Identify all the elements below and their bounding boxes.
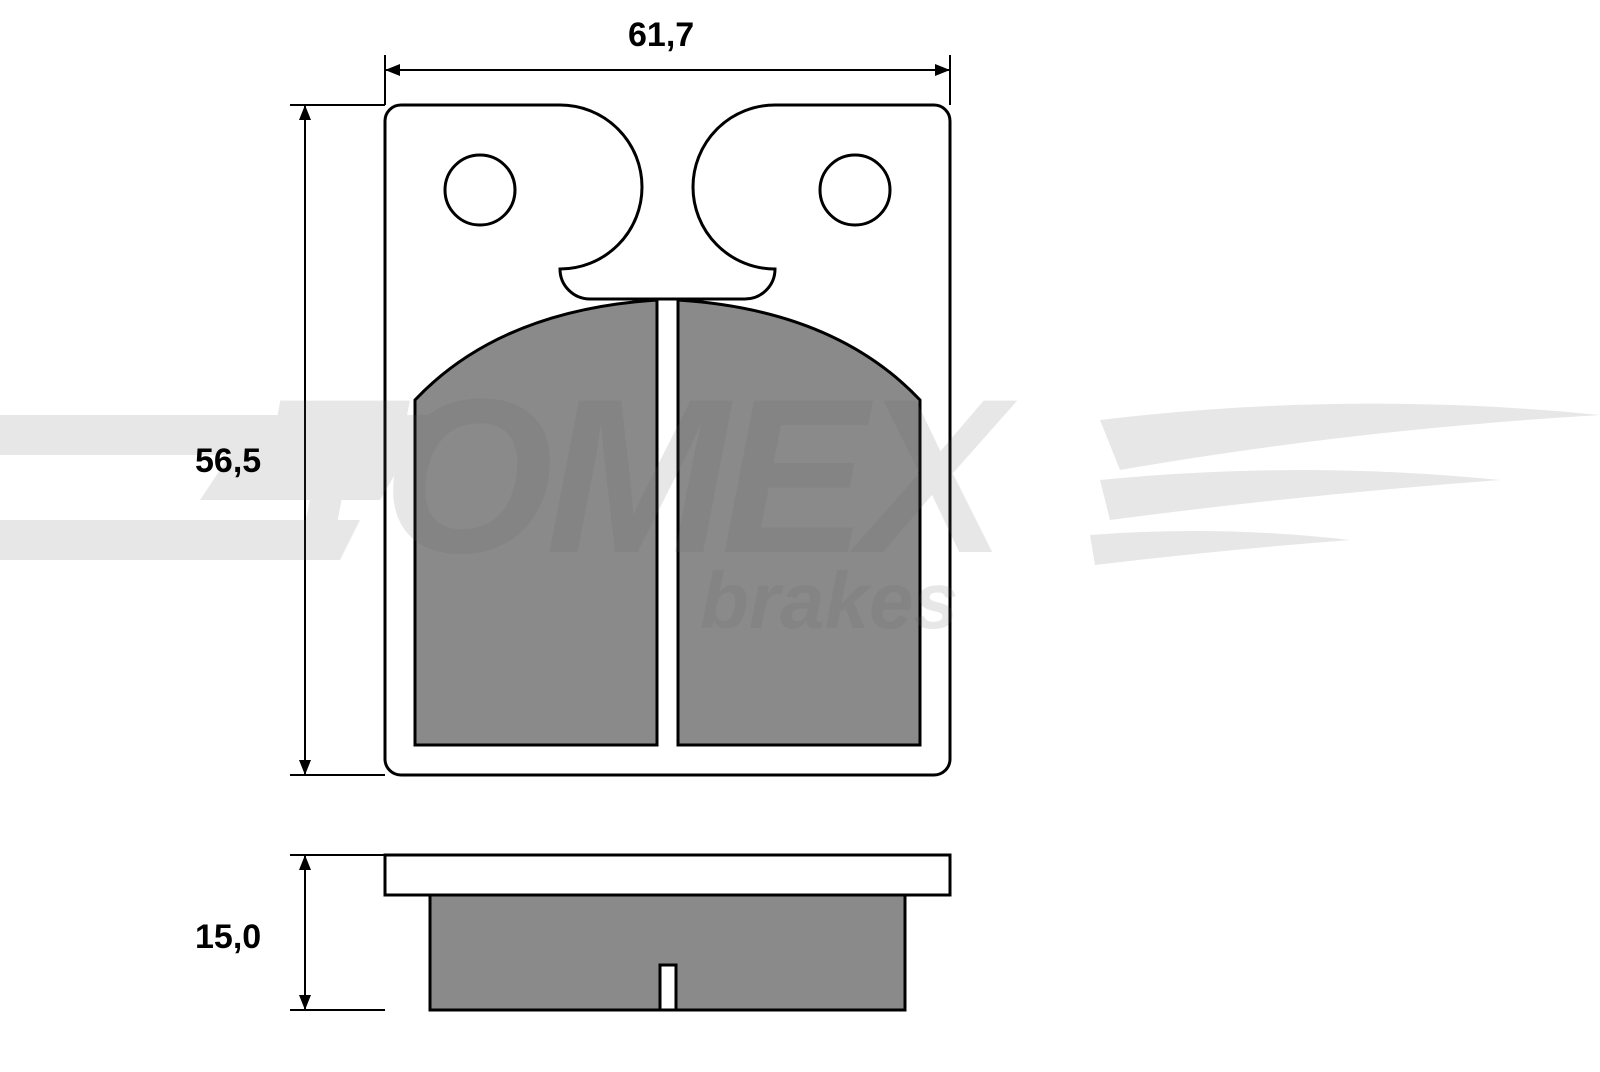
mounting-hole-left [445, 155, 515, 225]
dimension-height [290, 105, 385, 775]
technical-drawing: TOMEX brakes 61,7 56,5 15,0 [0, 0, 1600, 1067]
mounting-hole-right [820, 155, 890, 225]
drawing-svg [0, 0, 1600, 1067]
dimension-width [385, 55, 950, 105]
side-center-slot [660, 965, 676, 1010]
thickness-label: 15,0 [195, 918, 261, 957]
width-label: 61,7 [628, 16, 694, 55]
side-view [385, 855, 950, 1010]
height-label: 56,5 [195, 442, 261, 481]
side-backing-plate [385, 855, 950, 895]
dimension-thickness [290, 855, 385, 1010]
front-view [385, 105, 950, 775]
friction-pad-right [678, 300, 920, 745]
friction-pad-left [415, 300, 657, 745]
